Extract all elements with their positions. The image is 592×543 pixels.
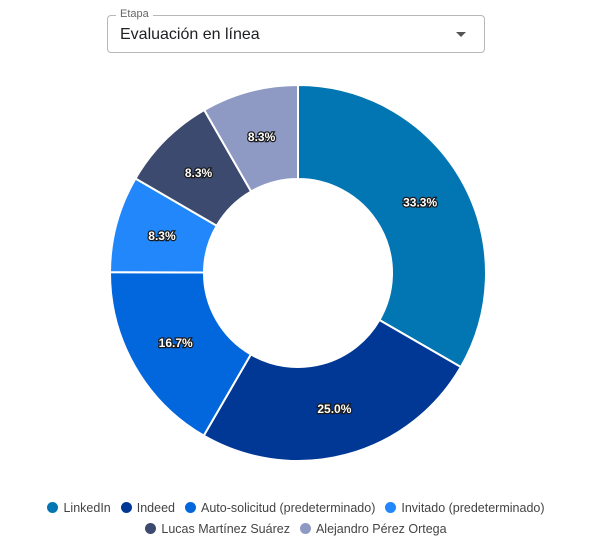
legend-label: Lucas Martínez Suárez: [161, 521, 290, 536]
legend-row: LinkedIn Indeed Auto-solicitud (predetermi…: [0, 497, 592, 518]
donut-chart: 33.3% 25.0% 16.7% 8.3% 8.3% 8.3%: [108, 83, 487, 462]
legend-item[interactable]: Alejandro Pérez Ortega: [299, 521, 447, 536]
donut-slice-1[interactable]: [202, 318, 463, 462]
chart-legend: LinkedIn Indeed Auto-solicitud (predetermi…: [0, 497, 592, 539]
donut-slice-2[interactable]: [109, 271, 253, 438]
stage-select[interactable]: Etapa Evaluación en línea: [107, 8, 485, 53]
legend-item[interactable]: Indeed: [120, 500, 175, 515]
slice-data-label: 8.3%: [248, 130, 276, 144]
legend-item[interactable]: Auto-solicitud (predeterminado): [184, 500, 376, 515]
legend-item[interactable]: Lucas Martínez Suárez: [145, 522, 290, 536]
donut-slice-5[interactable]: [202, 83, 299, 193]
slice-data-label: 8.3%: [148, 229, 176, 243]
legend-label: Invitado (predeterminado): [401, 500, 545, 515]
slice-data-label: 16.7%: [159, 336, 193, 350]
stage-select-label: Etapa: [116, 8, 153, 20]
legend-label: Alejandro Pérez Ortega: [315, 521, 447, 536]
chevron-down-icon[interactable]: [456, 32, 466, 37]
legend-label: LinkedIn: [63, 500, 111, 515]
slice-data-label: 8.3%: [185, 166, 213, 180]
legend-item[interactable]: LinkedIn: [47, 500, 111, 515]
stage-select-value: Evaluación en línea: [120, 26, 260, 43]
slice-data-label: 25.0%: [317, 402, 351, 416]
legend-swatch: [184, 502, 196, 513]
legend-item[interactable]: Invitado (predeterminado): [385, 500, 545, 515]
legend-row: Lucas Martínez Suárez Alejandro Pérez Ort…: [0, 518, 592, 539]
legend-swatch: [299, 523, 311, 534]
legend-label: Auto-solicitud (predeterminado): [200, 500, 376, 515]
slice-data-label: 33.3%: [403, 196, 437, 210]
legend-label: Indeed: [136, 500, 175, 515]
legend-swatch: [47, 502, 59, 513]
legend-swatch: [120, 502, 132, 513]
legend-swatch: [385, 502, 397, 513]
legend-swatch: [145, 523, 157, 534]
donut-slice-0[interactable]: [297, 83, 487, 369]
